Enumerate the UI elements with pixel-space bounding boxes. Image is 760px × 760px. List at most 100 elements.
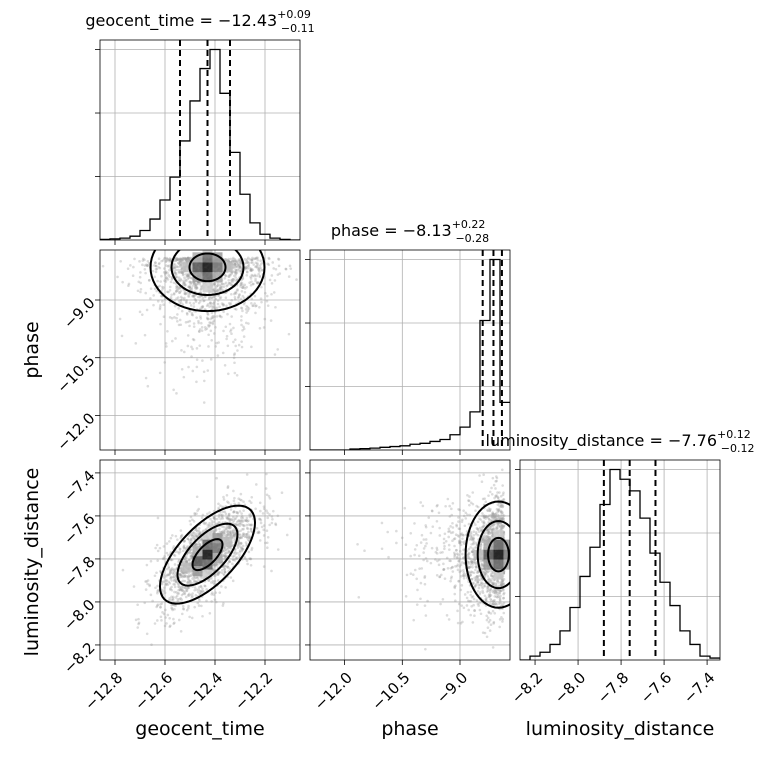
scatter-point — [181, 574, 185, 577]
scatter-point — [216, 564, 219, 567]
scatter-point — [141, 263, 144, 267]
scatter-point — [200, 537, 203, 541]
scatter-point — [188, 286, 192, 289]
scatter-point — [470, 578, 474, 581]
contours — [149, 250, 266, 313]
scatter-point — [475, 504, 478, 508]
scatter-point — [225, 284, 228, 288]
scatter-point — [248, 557, 251, 560]
scatter-point — [421, 504, 425, 508]
scatter-point — [472, 537, 476, 541]
scatter-point — [181, 283, 185, 287]
scatter-point — [274, 267, 278, 271]
scatter-point — [480, 567, 484, 571]
scatter-point — [196, 295, 200, 299]
scatter-point — [476, 571, 480, 574]
scatter-point — [229, 281, 232, 285]
scatter-point — [163, 257, 166, 260]
scatter-point — [240, 282, 244, 285]
scatter-point — [229, 273, 232, 277]
scatter-point — [193, 580, 196, 584]
scatter-point — [235, 515, 239, 518]
scatter-point — [187, 594, 191, 597]
scatter-point — [456, 568, 460, 572]
scatter-point — [181, 575, 184, 579]
scatter-point — [194, 300, 198, 303]
scatter-point — [403, 506, 407, 510]
scatter-point — [222, 546, 226, 550]
scatter-point — [435, 552, 439, 555]
scatter-point — [462, 606, 466, 610]
scatter-point — [493, 515, 496, 519]
scatter-point — [182, 281, 185, 285]
scatter-point — [217, 513, 221, 517]
scatter-point — [488, 527, 492, 531]
scatter-point — [155, 267, 159, 271]
scatter-point — [476, 520, 480, 524]
scatter-point — [126, 267, 130, 271]
scatter-point — [226, 283, 229, 287]
scatter-point — [459, 563, 463, 567]
scatter-point — [496, 513, 500, 517]
scatter-point — [496, 579, 500, 583]
scatter-point — [239, 542, 243, 546]
scatter-point — [136, 626, 140, 629]
scatter-point — [172, 293, 176, 296]
scatter-point — [262, 534, 266, 537]
scatter-point — [497, 508, 501, 512]
scatter-point — [225, 259, 229, 262]
scatter-point — [491, 524, 495, 528]
scatter-point — [490, 524, 493, 527]
scatter-point — [496, 523, 500, 526]
scatter-point — [481, 526, 484, 529]
scatter-point — [497, 507, 501, 511]
scatter-point — [254, 304, 257, 308]
scatter-point — [153, 264, 156, 267]
scatter-point — [482, 514, 486, 518]
scatter-point — [178, 262, 181, 266]
scatter-point — [143, 264, 147, 267]
scatter-point — [195, 365, 199, 369]
scatter-point — [212, 563, 216, 567]
scatter-point — [232, 356, 236, 360]
scatter-point — [405, 573, 409, 577]
scatter-point — [481, 536, 484, 540]
scatter-point — [155, 289, 159, 293]
scatter-point — [170, 568, 173, 571]
scatter-point — [198, 330, 201, 333]
scatter-point — [482, 520, 486, 523]
density-cell — [192, 272, 203, 283]
scatter-point — [502, 524, 506, 528]
scatter-point — [187, 558, 191, 562]
scatter-point — [217, 341, 220, 344]
scatter-point — [186, 537, 189, 541]
scatter-point — [419, 541, 423, 544]
scatter-point — [154, 261, 157, 264]
scatter-point — [483, 572, 487, 575]
scatter-point — [185, 300, 188, 303]
scatter-point — [179, 260, 182, 264]
scatter-point — [176, 257, 179, 261]
scatter-point — [189, 554, 193, 558]
scatter-point — [167, 566, 171, 570]
scatter-point — [159, 304, 162, 307]
scatter-point — [144, 580, 147, 583]
x-tick-label: −12.6 — [131, 669, 176, 714]
scatter-point — [257, 268, 261, 272]
scatter-point — [239, 261, 242, 264]
scatter-point — [424, 544, 427, 548]
scatter-point — [175, 580, 178, 584]
scatter-point — [484, 531, 487, 534]
scatter-point — [197, 507, 201, 511]
scatter-point — [251, 268, 255, 272]
scatter-point — [248, 266, 252, 270]
scatter-point — [228, 520, 232, 524]
scatter-point — [236, 511, 240, 515]
scatter-point — [228, 517, 232, 521]
scatter-point — [413, 548, 417, 551]
scatter-point — [245, 532, 249, 536]
scatter-point — [495, 579, 499, 583]
scatter-point — [502, 597, 505, 600]
scatter-point — [173, 563, 177, 566]
